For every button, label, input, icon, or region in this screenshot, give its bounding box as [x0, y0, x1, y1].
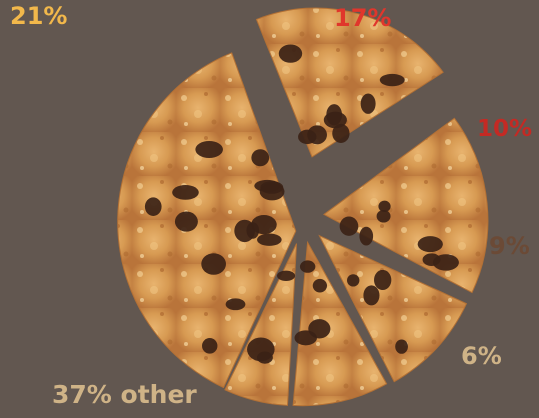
chocolate-chip-icon — [195, 140, 223, 158]
chocolate-chip-icon — [277, 270, 296, 281]
pie-slice-10 — [318, 234, 468, 383]
chocolate-chip-icon — [326, 104, 343, 126]
slice-label-9: 9% — [489, 232, 530, 260]
chocolate-chip-icon — [363, 285, 380, 306]
chocolate-chip-icon — [144, 197, 162, 216]
pie-slice-6 — [224, 243, 298, 406]
chocolate-chip-icon — [201, 253, 226, 275]
chocolate-chip-icon — [225, 298, 246, 311]
slice-label-6: 6% — [461, 342, 502, 370]
chocolate-chip-icon — [251, 149, 270, 167]
pie-slice-21 — [255, 7, 444, 158]
slice-label-17: 17% — [334, 4, 392, 32]
chocolate-chip-icon — [298, 129, 317, 145]
chocolate-chip-icon — [308, 319, 331, 339]
chocolate-chip-icon — [278, 44, 303, 63]
chocolate-chip-icon — [246, 222, 260, 239]
slice-label-21: 21% — [10, 2, 68, 30]
chocolate-chip-icon — [339, 216, 359, 236]
chocolate-chip-icon — [257, 233, 282, 246]
chocolate-chip-icon — [172, 185, 199, 200]
chocolate-chip-icon — [395, 339, 408, 354]
chocolate-chip-icon — [378, 200, 391, 213]
chocolate-chip-icon — [347, 274, 360, 287]
pie-slice-17 — [323, 117, 489, 294]
chocolate-chip-icon — [174, 211, 198, 232]
pie-slice-37 — [117, 52, 297, 389]
chocolate-chip-icon — [299, 260, 316, 273]
slice-label-other: 37% other — [52, 380, 197, 409]
chocolate-chip-icon — [312, 278, 328, 293]
chocolate-chip-icon — [379, 73, 405, 87]
chocolate-chip-icon — [374, 269, 392, 291]
chocolate-chip-icon — [417, 236, 443, 253]
chocolate-chip-icon — [376, 209, 391, 223]
chocolate-chip-icon — [202, 338, 218, 354]
chocolate-chip-icon — [332, 123, 350, 143]
chocolate-chip-icon — [256, 351, 273, 364]
chocolate-chip-icon — [422, 253, 441, 266]
chocolate-chip-icon — [359, 226, 374, 246]
chocolate-chip-icon — [360, 93, 376, 114]
chocolate-chip-icon — [254, 179, 281, 192]
slice-label-10: 10% — [477, 116, 533, 142]
